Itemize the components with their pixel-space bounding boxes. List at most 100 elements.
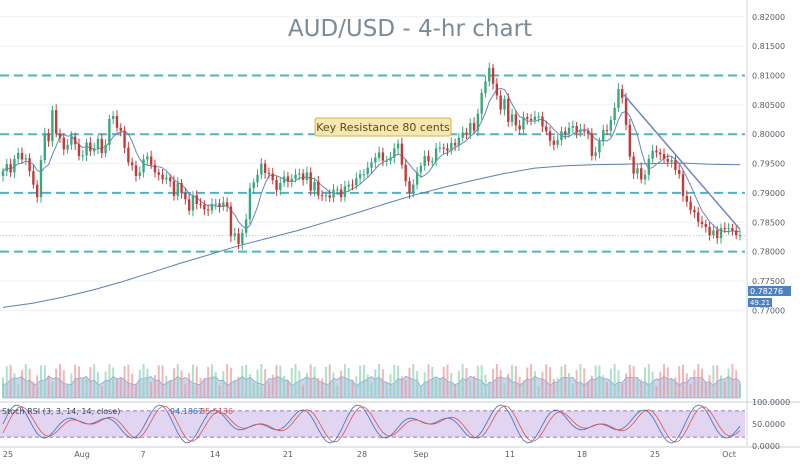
candle-body [404,164,407,182]
volume-bar [172,368,175,398]
candle-body [583,129,586,132]
candle-body [92,148,96,152]
candle-body [13,158,16,173]
candle-body [415,172,419,185]
candle-body [571,125,575,128]
candle-body [108,118,111,145]
candle-body [738,235,742,237]
candle-body [526,117,529,119]
candle-body [712,230,715,236]
stoch-badge-text: 49.21 [750,299,770,307]
volume-bar [628,364,631,398]
volume-bar [495,364,498,398]
volume-bar [58,364,61,398]
candle-body [548,131,552,141]
candle-body [172,181,176,196]
candle-body [400,143,404,165]
volume-bar [473,375,476,398]
candle-body [434,148,438,162]
volume-bar [644,367,647,398]
volume-bar [214,372,217,398]
candle-body [271,173,274,181]
annotation-box [314,117,452,137]
date-tick-label: 14 [210,450,220,459]
candle-body [362,174,366,176]
volume-bar [328,364,331,398]
candle-body [552,140,556,145]
volume-bar [647,364,650,398]
volume-bar [526,367,529,398]
candle-body [351,184,354,186]
candle-body [419,165,423,173]
candle-body [206,209,210,211]
volume-bar [693,369,696,398]
candle-body [453,143,457,146]
volume-bar [20,370,23,398]
candle-body [127,147,130,163]
candle-body [374,157,377,163]
stoch-tick-label: 50.0000 [752,420,785,429]
date-tick-label: 25 [650,450,660,459]
volume-bar [313,366,316,398]
candle-body [317,181,320,196]
volume-bar [294,364,297,398]
candle-body [309,172,312,191]
volume-bar [682,364,685,398]
volume-bar [165,375,168,398]
volume-bar [499,369,502,398]
candle-body [647,158,651,175]
candle-body [260,163,263,175]
candle-body [138,172,141,176]
candle-body [670,160,673,162]
candle-body [28,158,31,172]
volume-bar [575,370,578,398]
volume-bar [146,368,149,398]
candle-body [267,172,271,174]
candle-body [301,173,305,181]
candle-body [298,173,301,175]
candle-body [594,152,597,156]
volume-bar [701,368,704,398]
candle-body [666,158,670,162]
candle-body [598,141,601,153]
volume-bar [222,371,225,398]
candle-body [655,150,658,153]
stoch-axis: 100.0000 50.0000 0.0000 [752,398,790,451]
candle-body [586,131,590,134]
volume-bar [332,372,335,398]
candle-body [605,130,609,132]
volume-bar [267,382,270,398]
volume-bar [142,364,145,398]
price-tick-label: 0.82000 [752,13,785,22]
volume-bar [476,365,479,398]
candle-body [89,142,92,152]
candle-body [328,195,331,198]
candle-body [111,116,115,119]
volume-bar [404,380,407,398]
volume-bar [9,364,12,398]
volume-bar [389,374,392,398]
candle-body [134,165,138,176]
volume-bar [617,369,620,398]
volume-bar [492,368,495,398]
volume-bar [264,369,267,398]
volume-bar [731,364,734,398]
volume-bar [659,371,662,398]
volume-bar [716,365,719,398]
date-tick-label: Aug [74,450,90,459]
annotation-text: Key Resistance 80 cents [316,121,450,134]
candle-body [716,230,719,239]
volume-bar [511,364,514,398]
candle-body [252,182,255,189]
volume-bar [393,364,396,398]
date-tick-label: 25 [3,450,13,459]
volume-bar [108,364,111,398]
volume-bar [370,382,373,398]
volume-bar [689,383,692,398]
candle-body [465,132,468,134]
candle-body [510,114,514,122]
candle-body [123,130,126,148]
ma-slow-line [2,162,741,308]
volume-bar [305,372,308,398]
